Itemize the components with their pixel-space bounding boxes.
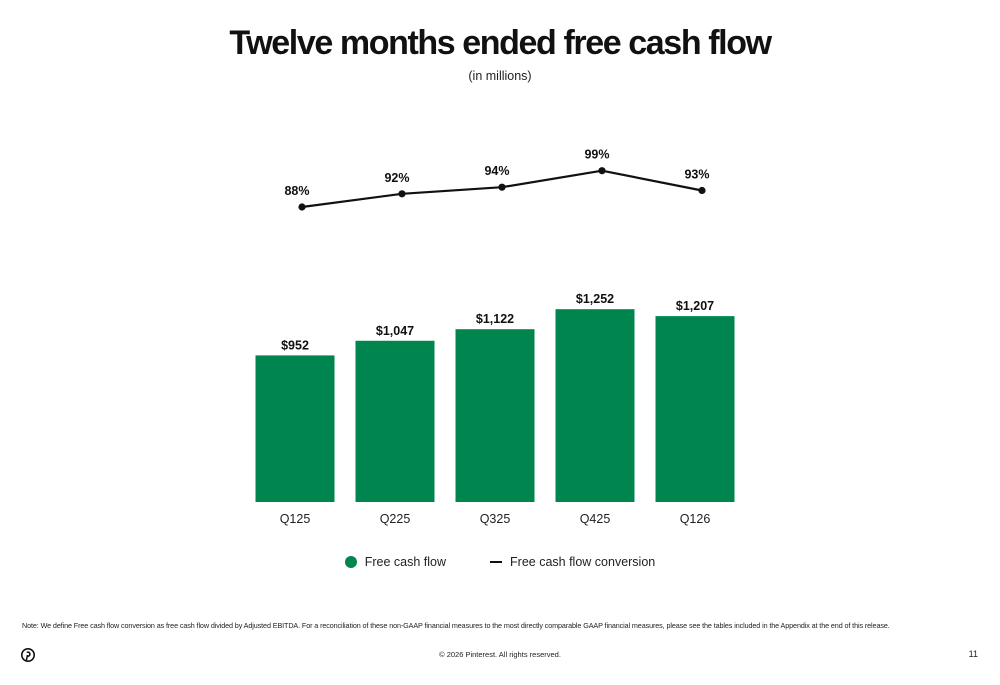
bar-value-label: $952 (281, 338, 309, 352)
footnote: Note: We define Free cash flow conversio… (22, 621, 890, 630)
x-tick-label: Q325 (480, 512, 511, 526)
bar-q425 (555, 309, 635, 502)
x-tick-label: Q425 (580, 512, 611, 526)
conversion-point (698, 186, 706, 195)
conversion-value-label: 94% (484, 164, 509, 178)
bar-q125 (255, 355, 335, 502)
chart-title: Twelve months ended free cash flow (229, 24, 772, 62)
legend-dot-icon (344, 556, 357, 568)
x-tick-label: Q126 (680, 512, 711, 526)
conversion-point (598, 167, 606, 175)
bar-q225 (355, 340, 435, 502)
bar-value-label: $1,252 (576, 292, 614, 306)
legend-line-icon (490, 560, 503, 564)
bar-q126 (655, 316, 735, 502)
chart-legend: Free cash flow Free cash flow conversion (0, 555, 1000, 569)
copyright-text: © 2026 Pinterest. All rights reserved. (439, 650, 561, 659)
conversion-point (398, 190, 406, 198)
legend-label: Free cash flow (364, 555, 447, 569)
bar-value-label: $1,047 (376, 324, 414, 338)
legend-item-conversion: Free cash flow conversion (490, 555, 655, 569)
legend-label: Free cash flow conversion (510, 555, 656, 569)
conversion-value-label: 99% (584, 148, 609, 162)
bar-value-label: $1,122 (476, 312, 514, 326)
chart-svg: $952 Q125 $1,047 Q225 $1,122 Q325 $1,252 Q425 $1… (255, 148, 735, 526)
conversion-value-label: 92% (384, 171, 409, 185)
conversion-value-label: 93% (684, 168, 709, 182)
pinterest-logo-icon (21, 648, 35, 662)
conversion-value-label: 88% (284, 184, 309, 198)
legend-item-free-cash-flow: Free cash flow (344, 555, 447, 569)
conversion-point (498, 183, 506, 191)
chart-subtitle: (in millions) (468, 69, 532, 83)
bar-value-label: $1,207 (676, 299, 714, 313)
page-number: 11 (968, 649, 978, 659)
x-tick-label: Q225 (380, 512, 411, 526)
conversion-point (298, 203, 306, 211)
bar-q325 (455, 329, 535, 502)
x-tick-label: Q125 (280, 512, 311, 526)
